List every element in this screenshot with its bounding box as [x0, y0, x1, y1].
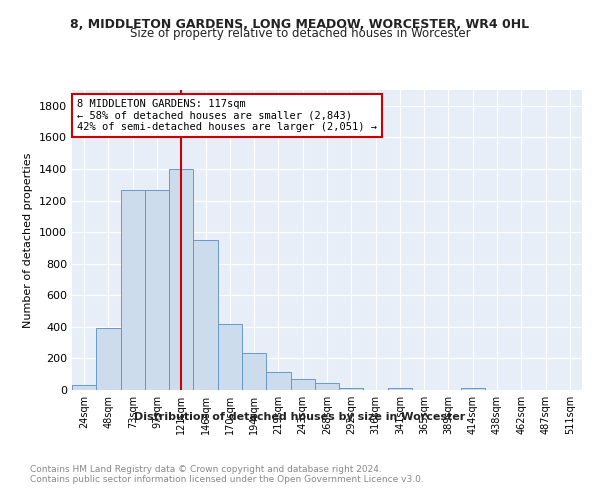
Bar [218, 324, 242, 390]
Bar [145, 190, 169, 390]
Bar [315, 384, 339, 390]
Bar [339, 388, 364, 390]
Bar [72, 386, 96, 390]
Bar [461, 388, 485, 390]
Bar [169, 169, 193, 390]
Bar [121, 190, 145, 390]
Bar [388, 388, 412, 390]
Bar [96, 328, 121, 390]
Text: Distribution of detached houses by size in Worcester: Distribution of detached houses by size … [134, 412, 466, 422]
Bar [266, 372, 290, 390]
Bar [290, 379, 315, 390]
Text: Contains HM Land Registry data © Crown copyright and database right 2024.
Contai: Contains HM Land Registry data © Crown c… [30, 465, 424, 484]
Text: 8, MIDDLETON GARDENS, LONG MEADOW, WORCESTER, WR4 0HL: 8, MIDDLETON GARDENS, LONG MEADOW, WORCE… [70, 18, 530, 30]
Text: Size of property relative to detached houses in Worcester: Size of property relative to detached ho… [130, 28, 470, 40]
Y-axis label: Number of detached properties: Number of detached properties [23, 152, 34, 328]
Bar [193, 240, 218, 390]
Text: 8 MIDDLETON GARDENS: 117sqm
← 58% of detached houses are smaller (2,843)
42% of : 8 MIDDLETON GARDENS: 117sqm ← 58% of det… [77, 99, 377, 132]
Bar [242, 353, 266, 390]
